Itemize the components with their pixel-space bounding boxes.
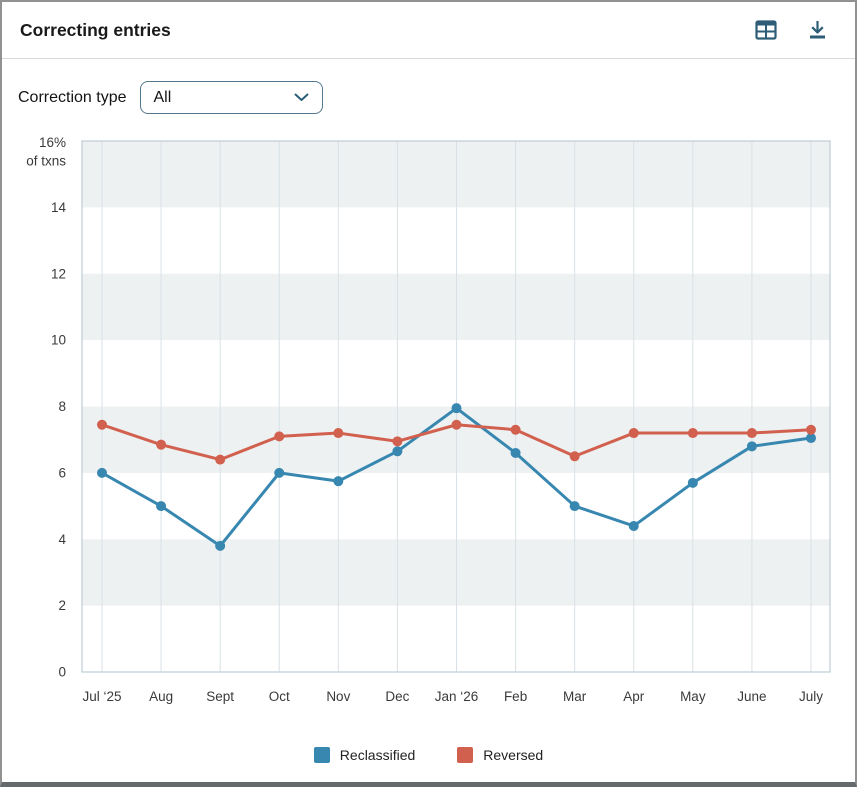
data-point xyxy=(392,446,403,457)
x-tick-label: May xyxy=(680,689,706,704)
x-tick-label: Mar xyxy=(563,689,587,704)
legend-swatch xyxy=(313,747,330,763)
data-point xyxy=(806,433,816,444)
data-point xyxy=(510,447,521,458)
data-point xyxy=(628,428,639,439)
chart-area: 0 2 4 6 8 10 12 14 16% of txns Jul ‘25 Aug Sept Oct No… xyxy=(2,128,855,713)
legend-label: Reversed xyxy=(483,747,544,763)
data-point xyxy=(569,451,580,462)
x-tick-label: Sept xyxy=(206,689,234,704)
table-icon xyxy=(755,20,777,40)
x-tick-label: Oct xyxy=(269,689,290,704)
data-point xyxy=(97,467,107,478)
correction-type-value: All xyxy=(153,88,172,106)
data-point xyxy=(97,419,107,430)
x-tick-label: July xyxy=(799,689,823,704)
chevron-down-icon xyxy=(294,93,308,101)
data-point xyxy=(687,477,698,488)
data-point xyxy=(156,439,167,450)
page-title: Correcting entries xyxy=(20,19,171,40)
table-view-button[interactable] xyxy=(755,20,777,40)
data-point xyxy=(569,501,580,512)
x-tick-label: Dec xyxy=(385,689,409,704)
y-axis-top-label: of txns xyxy=(26,154,66,169)
y-tick-label: 14 xyxy=(51,200,67,215)
correction-type-label: Correction type xyxy=(18,88,127,106)
data-point xyxy=(274,431,285,442)
y-tick-label: 2 xyxy=(58,598,66,613)
data-point xyxy=(806,424,816,435)
x-tick-label: Apr xyxy=(623,689,645,704)
x-tick-label: Jul ‘25 xyxy=(82,689,121,704)
x-tick-label: Nov xyxy=(326,689,350,704)
download-icon xyxy=(810,21,825,39)
card-header: Correcting entries xyxy=(2,2,855,58)
x-tick-label: Jan ‘26 xyxy=(435,689,479,704)
y-tick-label: 8 xyxy=(58,399,66,414)
x-tick-label: Feb xyxy=(504,689,527,704)
data-point xyxy=(333,428,344,439)
data-point xyxy=(746,428,757,439)
data-point xyxy=(392,436,403,447)
y-tick-label: 6 xyxy=(58,465,66,480)
legend-item-reclassified[interactable]: Reclassified xyxy=(313,747,416,763)
x-tick-label: June xyxy=(737,689,766,704)
data-point xyxy=(274,467,285,478)
data-point xyxy=(215,454,226,465)
data-point xyxy=(628,520,639,531)
legend-swatch xyxy=(457,747,474,763)
data-point xyxy=(746,441,757,452)
data-point xyxy=(451,403,462,414)
y-axis-top-label: 16% xyxy=(39,135,66,150)
plot-border xyxy=(81,140,831,673)
y-tick-label: 0 xyxy=(58,665,66,680)
y-tick-label: 4 xyxy=(58,532,66,547)
filter-row: Correction type All xyxy=(2,59,855,114)
legend-label: Reclassified xyxy=(339,747,416,763)
line-chart-svg: 0 2 4 6 8 10 12 14 16% of txns Jul ‘25 Aug Sept Oct No… xyxy=(26,135,831,704)
x-tick-label: Aug xyxy=(149,689,173,704)
data-point xyxy=(451,419,462,430)
data-point xyxy=(156,501,167,512)
chart-legend: Reclassified Reversed xyxy=(2,747,855,763)
data-point xyxy=(215,540,226,551)
y-tick-label: 10 xyxy=(51,333,66,348)
header-divider xyxy=(2,58,855,59)
data-point xyxy=(510,424,521,435)
download-button[interactable] xyxy=(807,19,828,41)
y-tick-label: 12 xyxy=(51,266,66,281)
header-actions xyxy=(755,19,828,41)
data-point xyxy=(333,476,344,487)
legend-item-reversed[interactable]: Reversed xyxy=(457,747,543,763)
correction-type-select[interactable]: All xyxy=(139,81,323,114)
data-point xyxy=(687,428,698,439)
